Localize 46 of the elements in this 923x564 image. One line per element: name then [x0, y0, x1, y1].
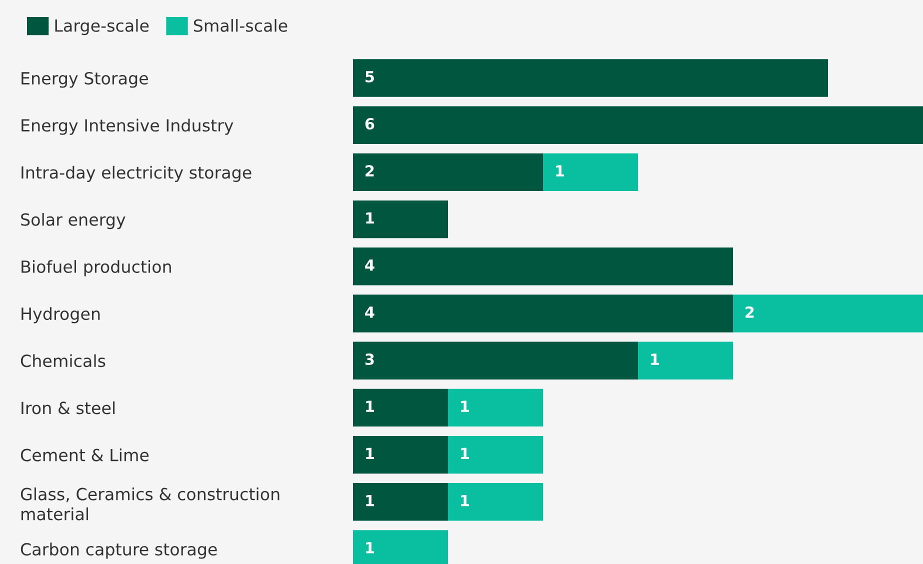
data-label: 1 — [651, 354, 659, 365]
y-tick-label: Cement & Lime — [20, 448, 149, 462]
y-tick-label: Intra-day electricity storage — [22, 166, 252, 182]
bar — [353, 200, 448, 238]
bar — [448, 388, 543, 427]
bar — [353, 436, 448, 474]
y-tick-label: Solar energy — [21, 212, 126, 230]
bar — [353, 483, 448, 521]
data-label: 6 — [365, 118, 374, 130]
bar — [448, 483, 543, 521]
data-label: 1 — [366, 212, 374, 224]
bar — [353, 248, 733, 286]
bar — [353, 294, 733, 332]
y-tick-label: Hydrogen — [22, 307, 100, 324]
data-label: 1 — [366, 400, 374, 412]
y-tick-label: Glass, Ceramics & construction material — [20, 488, 280, 520]
bar — [543, 153, 638, 192]
y-tick-label: Energy Intensive Industry — [22, 118, 234, 135]
data-label: 1 — [366, 494, 374, 506]
y-tick-label: Iron & steel — [22, 401, 115, 414]
data-label: 1 — [366, 542, 374, 554]
data-label: 3 — [365, 353, 374, 366]
bar — [448, 436, 543, 474]
y-tick-label: Chemicals — [20, 354, 106, 368]
data-label: 5 — [366, 71, 374, 82]
bar — [733, 294, 923, 332]
y-tick-label: Carbon capture storage — [20, 542, 217, 559]
bar — [638, 342, 733, 380]
bar — [353, 388, 448, 427]
data-label: 1 — [461, 400, 469, 412]
bar — [353, 342, 638, 380]
y-tick-label: Energy Storage — [22, 72, 148, 88]
data-label: 4 — [365, 259, 374, 271]
data-label: 1 — [461, 494, 469, 506]
data-label: 4 — [365, 306, 374, 318]
data-label: 1 — [461, 448, 469, 460]
legend-label: Small-scale — [194, 19, 288, 32]
data-label: 2 — [746, 306, 754, 318]
data-label: 1 — [556, 165, 564, 176]
data-label: 2 — [366, 165, 374, 176]
bar — [353, 153, 543, 192]
y-tick-label: Biofuel production — [22, 260, 171, 276]
bar — [353, 106, 923, 144]
data-label: 1 — [366, 448, 374, 460]
legend-label: Large-scale — [55, 19, 149, 36]
bar — [353, 59, 828, 97]
